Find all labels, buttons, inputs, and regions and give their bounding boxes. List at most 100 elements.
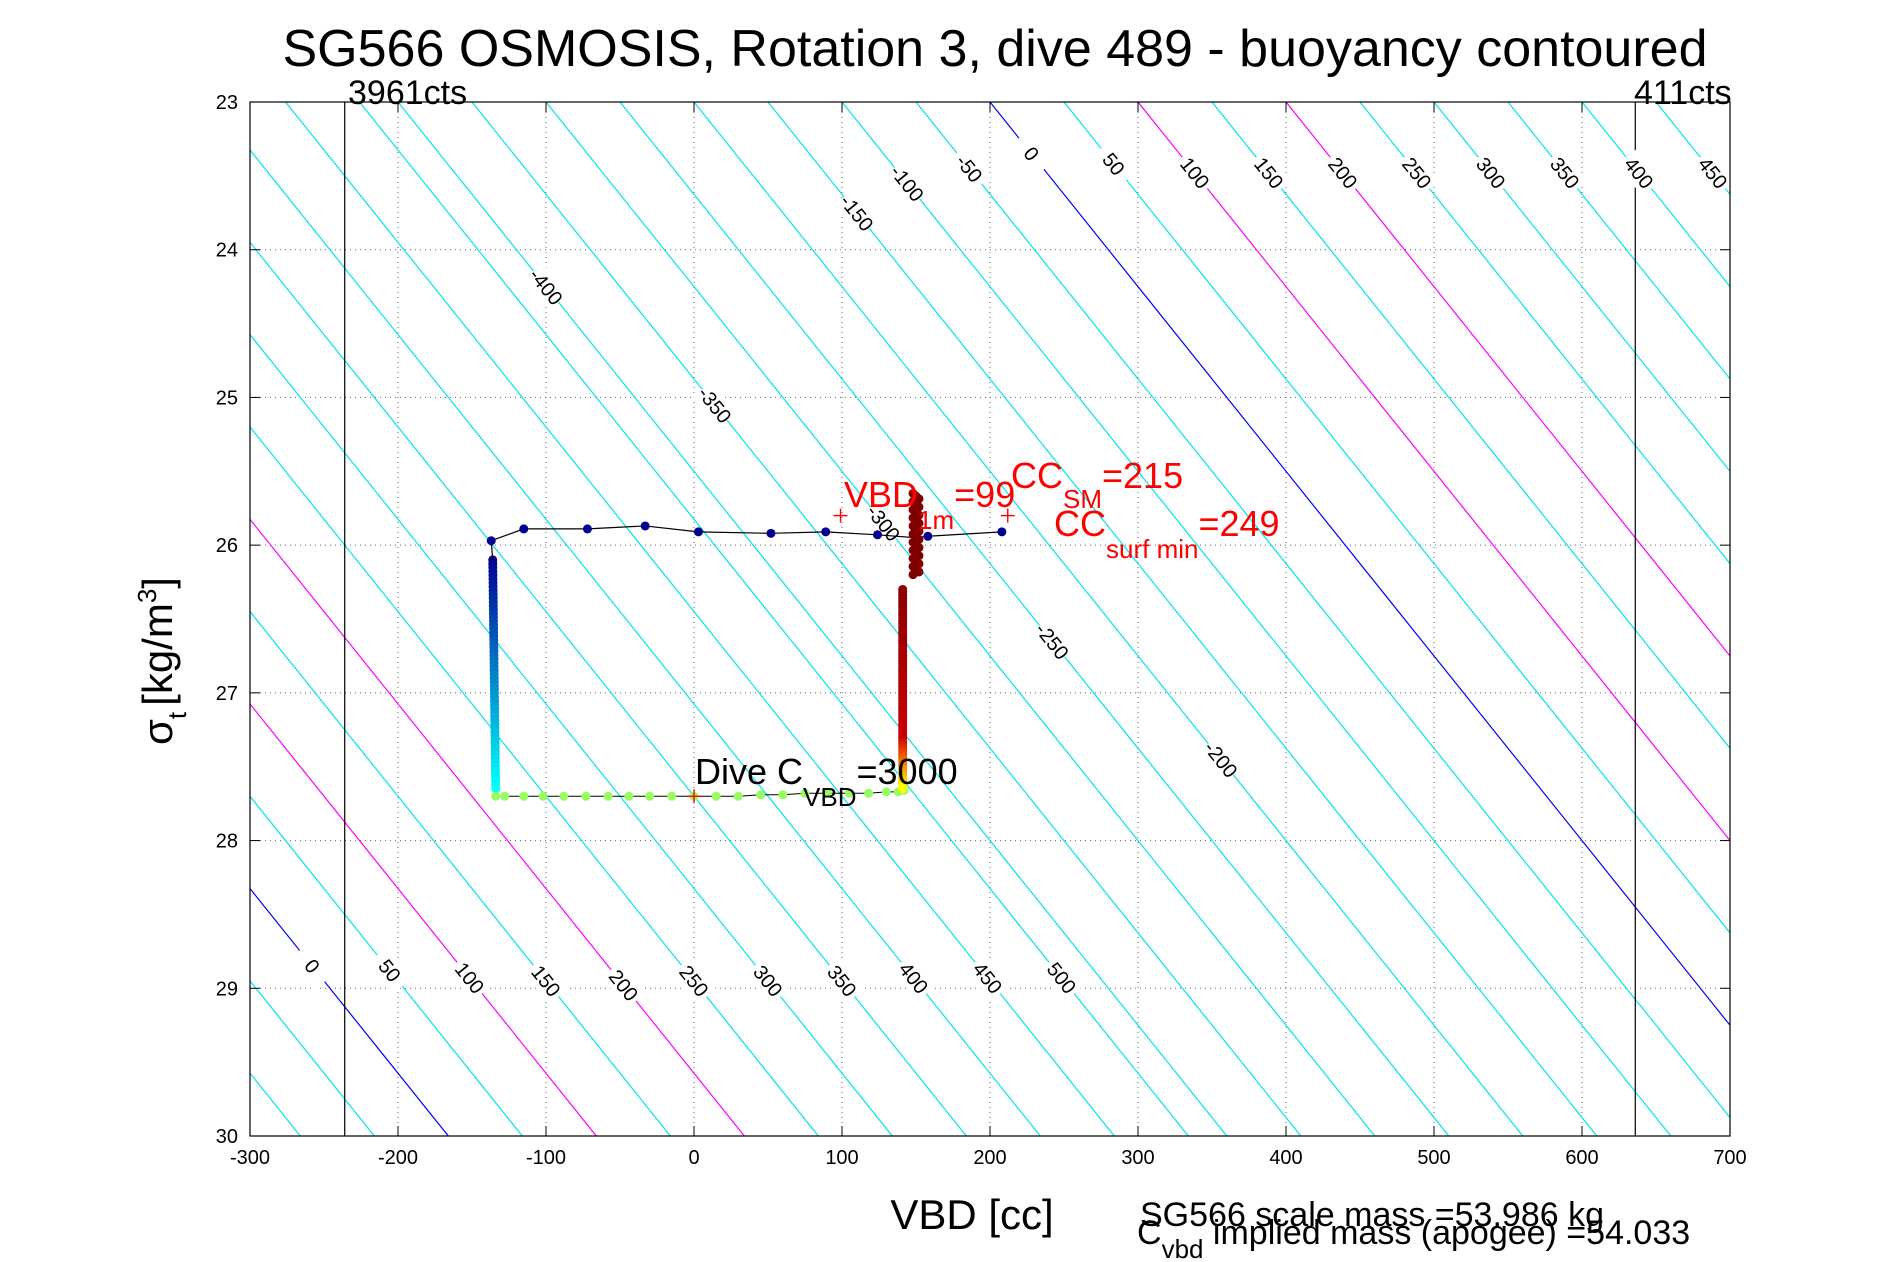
contour-line-lower xyxy=(250,426,819,1136)
counts-label-right: 411cts xyxy=(1634,74,1732,112)
scale-mass-note: SG566 scale mass =53.986 kg xyxy=(1140,1196,1604,1234)
contour-line-lower xyxy=(250,610,671,1136)
contour-label-bg xyxy=(885,160,929,207)
x-tick-label: 700 xyxy=(1713,1147,1746,1169)
climb-point xyxy=(582,524,592,534)
x-tick-label: 500 xyxy=(1417,1147,1450,1169)
contour-line-upper xyxy=(1359,102,1730,565)
contour-label-bg xyxy=(524,263,568,310)
contour-line-upper xyxy=(1211,102,1730,750)
x-tick-label: -100 xyxy=(526,1147,566,1169)
contour-line-upper xyxy=(1729,102,1730,103)
contour-label-bg xyxy=(965,954,1010,1002)
apogee-point xyxy=(624,791,634,801)
climb-point xyxy=(519,524,529,534)
contour-labels: -400-350-300-250-200-150-100 -50 0 50 100 150… xyxy=(290,130,1735,1009)
climb-point xyxy=(486,536,496,546)
count-lines xyxy=(344,102,1636,1136)
y-axis-label-close: ] xyxy=(134,577,181,589)
contour-line-lower xyxy=(250,518,745,1136)
dive-c-sub: VBD xyxy=(803,782,856,812)
contour-label-bg xyxy=(1468,149,1513,197)
contour-line-lower xyxy=(0,102,226,1136)
contour-label-bg xyxy=(692,381,737,428)
y-tick-label: 25 xyxy=(216,387,238,409)
climb-point xyxy=(873,530,883,540)
apogee-point xyxy=(491,791,501,801)
implied-mass-note: Cvbd implied mass (apogee) =54.033 xyxy=(1137,1214,1690,1262)
x-axis-label: VBD [cc] xyxy=(890,1191,1053,1238)
contour-label-bg xyxy=(861,499,906,547)
y-tick-label: 26 xyxy=(216,535,238,557)
x-tick-label: 600 xyxy=(1565,1147,1598,1169)
y-axis-label-sub: t xyxy=(162,711,192,719)
contour-label-bg xyxy=(1394,149,1439,197)
contour-label-bg xyxy=(367,947,412,994)
contour-line-upper xyxy=(767,102,1598,1136)
contour-label-bg xyxy=(1030,618,1075,665)
apogee-point xyxy=(500,791,510,801)
contour-line-upper xyxy=(1137,102,1730,842)
contour-line-lower xyxy=(250,702,597,1136)
ascent-point xyxy=(898,784,908,794)
contour-line-upper xyxy=(545,102,1376,1136)
contour-line-upper xyxy=(1285,102,1730,657)
axis-ticks: -300 -200 -100 0 100 200 300 400 500 600 700 23 24 25… xyxy=(216,92,1747,1169)
contour-label: -150 xyxy=(835,191,877,236)
dive-c-main: Dive C xyxy=(695,751,803,792)
contour-label-bg xyxy=(447,954,492,1002)
climb-point xyxy=(997,527,1007,537)
contour-line-upper xyxy=(619,102,1450,1136)
dive-c-annotation: Dive CVBD=3000 xyxy=(695,751,958,812)
implied-mass-sub: vbd xyxy=(1162,1234,1204,1262)
contour-line-lower xyxy=(250,333,893,1136)
climb-point xyxy=(693,527,703,537)
contour-label-bg xyxy=(1039,954,1084,1002)
apogee-point xyxy=(844,788,854,798)
contour-label-bg xyxy=(1542,149,1587,197)
contour-label-bg xyxy=(672,957,716,1005)
contour-label-bg xyxy=(1246,149,1291,197)
x-tick-label: -300 xyxy=(230,1147,270,1169)
x-tick-label: 400 xyxy=(1269,1147,1302,1169)
y-axis-label: σt [kg/m3] xyxy=(132,577,192,745)
contour-line-upper xyxy=(1433,102,1730,473)
contour-label-bg xyxy=(1616,149,1661,197)
apogee-point xyxy=(733,791,743,801)
contour-lines xyxy=(0,102,1730,1136)
surface-point xyxy=(908,570,918,580)
contour-line-upper xyxy=(989,102,1730,1027)
contour-label: -400 xyxy=(524,265,566,310)
apogee-point xyxy=(822,788,832,798)
contour-label-bg xyxy=(820,957,864,1005)
contour-line-upper xyxy=(693,102,1524,1136)
climb-point xyxy=(923,531,933,541)
contour-label-bg xyxy=(290,943,335,990)
cc-sm-sub: SM xyxy=(1063,484,1102,514)
contour-label-bg xyxy=(1091,140,1136,188)
vbd-1m-sub: 1m xyxy=(918,505,954,535)
descent-point xyxy=(491,784,501,794)
apogee-point xyxy=(864,788,874,798)
y-tick-label: 24 xyxy=(216,240,238,262)
y-tick-label: 23 xyxy=(216,92,238,114)
apogee-point xyxy=(581,791,591,801)
contour-line-upper xyxy=(1655,102,1730,196)
x-tick-label: 0 xyxy=(688,1147,699,1169)
apogee-point xyxy=(778,790,788,800)
y-tick-label: 27 xyxy=(216,683,238,705)
implied-mass-rest: implied mass (apogee) =54.033 xyxy=(1203,1214,1690,1252)
contour-label-bg xyxy=(1009,130,1054,177)
contour-label: -350 xyxy=(693,383,735,428)
x-tick-label: 100 xyxy=(825,1147,858,1169)
contour-label-bg xyxy=(891,954,936,1002)
contour-label-bg xyxy=(947,145,992,192)
contour-line-upper xyxy=(1581,102,1730,288)
y-axis-label-sup: 3 xyxy=(132,589,162,603)
contour-label: -250 xyxy=(1030,619,1072,664)
contour-label-bg xyxy=(1690,149,1735,197)
x-tick-label: 300 xyxy=(1121,1147,1154,1169)
apogee-point xyxy=(711,791,721,801)
contour-label: -100 xyxy=(885,161,927,206)
x-tick-label: -200 xyxy=(378,1147,418,1169)
